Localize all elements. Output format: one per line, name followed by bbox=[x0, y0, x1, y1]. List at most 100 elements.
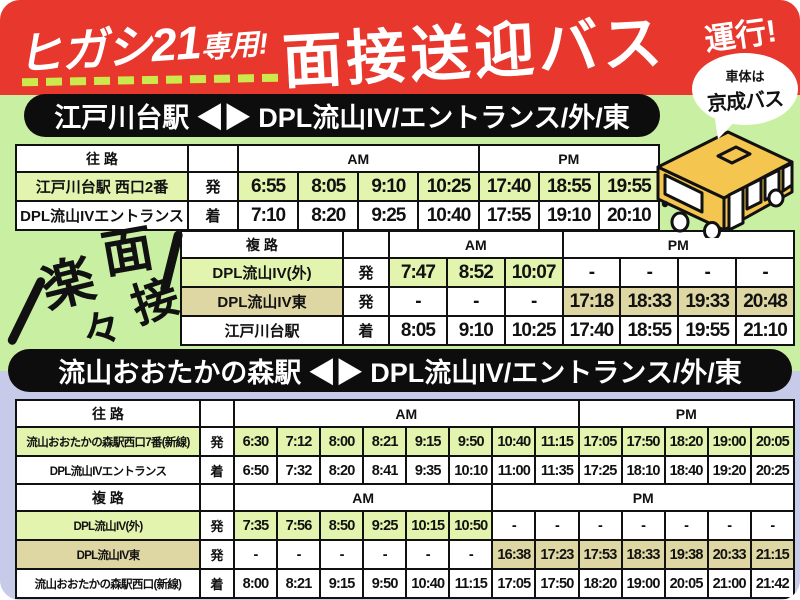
time-cell: 8:21 bbox=[276, 568, 322, 599]
decoration-char: 接 bbox=[125, 269, 185, 333]
time-cell: 7:12 bbox=[276, 426, 322, 457]
decoration-char: 楽 bbox=[35, 249, 102, 320]
depart-arrive-mark: 発 bbox=[199, 426, 235, 457]
pm-header: PM bbox=[577, 399, 795, 428]
time-cell: - bbox=[491, 510, 537, 541]
table-row: DPL流山IV東発 - - - - - -16:38 17:23 17:53 18:33 19:38… bbox=[15, 539, 796, 570]
time-cell: - bbox=[232, 539, 279, 570]
time-cell: 17:18 bbox=[561, 286, 622, 317]
decoration-char: 面 bbox=[97, 219, 158, 284]
speech-bubble-tail bbox=[710, 114, 738, 142]
time-cell: 11:15 bbox=[448, 568, 494, 599]
time-cell: 17:05 bbox=[577, 426, 623, 457]
time-cell: 11:35 bbox=[534, 455, 580, 486]
time-cell: 11:00 bbox=[491, 455, 537, 486]
timetable-edogawadai-return: 複 路 AM PM DPL流山IV(外) 発 7:47 8:52 10:07- - - - DPL流山… bbox=[180, 230, 796, 346]
direction-label: 複 路 bbox=[15, 483, 201, 512]
time-cell: 8:05 bbox=[388, 315, 448, 346]
table-row: DPL流山IV東発 - - -17:18 18:33 19:33 20:48 bbox=[180, 286, 795, 317]
am-header: AM bbox=[237, 144, 480, 173]
time-cell: 19:38 bbox=[663, 539, 709, 570]
time-cell: 8:00 bbox=[232, 568, 279, 599]
time-cell: - bbox=[319, 539, 365, 570]
time-cell: 9:25 bbox=[362, 510, 408, 541]
time-cell: 20:33 bbox=[706, 539, 752, 570]
time-cell: 18:20 bbox=[663, 426, 709, 457]
time-cell: 17:23 bbox=[534, 539, 580, 570]
stop-label: DPL流山IVエントランス bbox=[15, 455, 201, 486]
time-cell: 20:05 bbox=[663, 568, 709, 599]
table-row: 流山おおたかの森駅西口7番(新線) 発 6:30 7:12 8:00 8:21 9:15 9:… bbox=[15, 426, 796, 457]
stop-label: 江戸川台駅 西口2番 bbox=[15, 171, 189, 202]
time-cell: 21:15 bbox=[749, 539, 796, 570]
depart-arrive-mark: 着 bbox=[187, 200, 239, 231]
time-cell: 9:10 bbox=[445, 315, 506, 346]
time-cell: 8:05 bbox=[297, 171, 360, 202]
keisei-bus-speech-bubble: 車体は 京成バス bbox=[692, 53, 798, 125]
time-cell: 6:50 bbox=[232, 455, 279, 486]
time-cell: 10:40 bbox=[417, 200, 480, 231]
time-cell: - bbox=[619, 257, 680, 288]
time-cell: - bbox=[735, 257, 795, 288]
time-cell: 17:40 bbox=[561, 315, 622, 346]
direction-label: 往 路 bbox=[15, 144, 189, 173]
banner-red-band bbox=[0, 0, 800, 95]
time-cell: 18:10 bbox=[620, 455, 666, 486]
table-row: 江戸川台駅着 8:05 9:10 10:25 17:40 18:55 19:55 21:10 bbox=[180, 315, 795, 346]
time-cell: - bbox=[749, 510, 796, 541]
pm-header: PM bbox=[491, 483, 795, 512]
time-cell: 10:10 bbox=[448, 455, 494, 486]
empty-header-cell bbox=[199, 483, 235, 512]
time-cell: 21:10 bbox=[735, 315, 795, 346]
time-cell: - bbox=[388, 286, 448, 317]
time-cell: 10:25 bbox=[503, 315, 564, 346]
time-cell: 6:55 bbox=[236, 171, 300, 202]
stop-label: 流山おおたかの森駅西口7番(新線) bbox=[15, 426, 201, 457]
time-cell: 19:10 bbox=[537, 200, 600, 231]
pm-header: PM bbox=[561, 230, 796, 259]
time-cell: 20:48 bbox=[735, 286, 795, 317]
table-row: 江戸川台駅 西口2番発 6:55 8:05 9:10 10:25 17:40 18:55 19… bbox=[15, 171, 661, 202]
time-cell: 8:21 bbox=[362, 426, 408, 457]
time-cell: 18:33 bbox=[620, 539, 666, 570]
time-cell: 18:33 bbox=[619, 286, 680, 317]
time-cell: 9:50 bbox=[448, 426, 494, 457]
time-cell: - bbox=[445, 286, 506, 317]
time-cell: 9:35 bbox=[405, 455, 451, 486]
time-cell: 8:20 bbox=[319, 455, 365, 486]
time-cell: 19:33 bbox=[677, 286, 738, 317]
timetable: 往 路 AM PM 流山おおたかの森駅西口7番(新線) 発 6:30 7:12 8:00 8:2… bbox=[15, 399, 796, 486]
time-cell: 18:20 bbox=[577, 568, 623, 599]
table-header-row: 複 路 AM PM bbox=[15, 483, 795, 512]
depart-arrive-mark: 発 bbox=[187, 171, 239, 202]
time-cell: 7:32 bbox=[276, 455, 322, 486]
section1-heading: 江戸川台駅 ◀▶ DPL流山IV/エントランス/外/東 bbox=[24, 94, 660, 137]
bubble-line-2: 京成バス bbox=[706, 88, 784, 116]
bubble-line-1: 車体は bbox=[725, 69, 765, 84]
time-cell: 21:42 bbox=[749, 568, 796, 599]
time-cell: 17:50 bbox=[534, 568, 580, 599]
time-cell: 9:15 bbox=[405, 426, 451, 457]
table-row: 流山おおたかの森駅西口(新線) 着 8:00 8:21 9:15 9:50 10:40 11:… bbox=[15, 568, 796, 599]
time-cell: 18:40 bbox=[663, 455, 709, 486]
time-cell: 20:05 bbox=[749, 426, 796, 457]
time-cell: 8:41 bbox=[362, 455, 408, 486]
depart-arrive-mark: 発 bbox=[342, 286, 390, 317]
time-cell: 8:52 bbox=[445, 257, 506, 288]
stop-label: DPL流山IV(外) bbox=[15, 510, 201, 541]
direction-label: 往 路 bbox=[15, 399, 201, 428]
time-cell: 7:10 bbox=[236, 200, 300, 231]
time-cell: 6:30 bbox=[232, 426, 279, 457]
time-cell: 10:40 bbox=[405, 568, 451, 599]
time-cell: 17:53 bbox=[577, 539, 623, 570]
time-cell: - bbox=[276, 539, 322, 570]
time-cell: 7:35 bbox=[232, 510, 279, 541]
timetable-edogawadai-outbound: 往 路 AM PM 江戸川台駅 西口2番発 6:55 8:05 9:10 10:25 17:40… bbox=[15, 144, 661, 231]
depart-arrive-mark: 発 bbox=[342, 257, 390, 288]
time-cell: 9:25 bbox=[357, 200, 420, 231]
time-cell: - bbox=[362, 539, 408, 570]
time-cell: - bbox=[534, 510, 580, 541]
time-cell: - bbox=[620, 510, 666, 541]
empty-header-cell bbox=[342, 230, 390, 259]
am-header: AM bbox=[232, 483, 494, 512]
